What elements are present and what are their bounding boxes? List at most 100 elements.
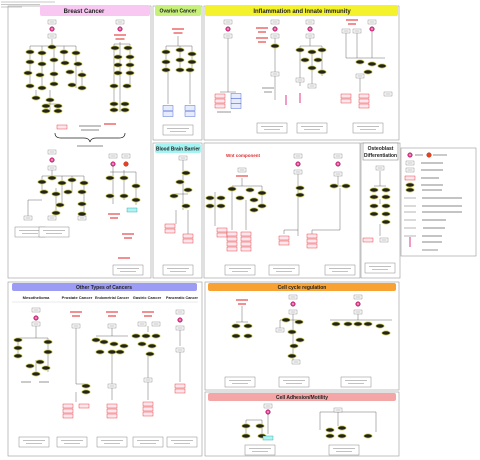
osteoblast-gene-node: [369, 211, 379, 217]
other-cancers-gene-node: [99, 339, 109, 345]
cell-cycle-gene-node: [231, 333, 241, 339]
breast-cancer-header: [40, 5, 150, 16]
breast-cancer-gene-node: [53, 103, 63, 109]
legend-receptor-node: [426, 152, 432, 158]
breast-cancer-gene-node: [77, 189, 87, 195]
inflammation-red-box: [358, 103, 370, 109]
legend-gene-node: [405, 187, 415, 193]
cell-cycle-gene-node: [281, 317, 291, 323]
wnt-component-red-box: [240, 231, 252, 237]
other-cancers-gene-node: [145, 351, 155, 357]
other-cancers-red-box: [106, 408, 118, 414]
breast-cancer-gene-node: [109, 83, 119, 89]
cell-cycle-gene-node: [353, 321, 363, 327]
ovarian-cancer-gene-node: [175, 47, 185, 53]
cell-cycle-gene-node: [243, 333, 253, 339]
other-cancers-red-box: [62, 408, 74, 414]
subsection-pancreatic-cancer: Pancreatic Cancer: [166, 295, 198, 300]
ovarian-cancer-gene-node: [187, 59, 197, 65]
inflammation-gene-node: [307, 65, 317, 71]
inflammation-marker-dot: [274, 28, 276, 30]
wnt-component-gene-node: [329, 183, 339, 189]
breast-cancer-gene-node: [131, 197, 141, 203]
ovarian-cancer-gene-node: [161, 49, 171, 55]
inflammation-marker-dot: [371, 28, 373, 30]
wnt-component-gene-node: [216, 203, 226, 209]
breast-cancer-gene-node: [113, 54, 123, 60]
breast-cancer-red-box: [56, 124, 68, 130]
other-cancers-red-box: [174, 388, 186, 394]
breast-cancer-gene-node: [123, 45, 133, 51]
cell-cycle-marker-dot: [292, 303, 294, 305]
other-cancers-gene-node: [141, 333, 151, 339]
other-cancers-gene-node: [13, 337, 23, 343]
blood-brain-barrier-red-box: [182, 238, 194, 244]
wnt-component-red-box: [226, 246, 238, 252]
inflammation-gene-node: [270, 43, 280, 49]
inflammation-red-box: [340, 93, 352, 99]
cell-cycle-gene-node: [289, 343, 299, 349]
wnt-component-panel: [203, 142, 361, 279]
wnt-component-red-box: [306, 233, 318, 239]
breast-cancer-gene-node: [120, 101, 130, 107]
inflammation-footnote-box: [352, 122, 384, 134]
other-cancers-panel: [7, 281, 203, 457]
subsection-mesothelioma: Mesothelioma: [23, 295, 50, 300]
breast-cancer-gene-node: [77, 211, 87, 217]
breast-cancer-marker-dot: [51, 159, 53, 161]
breast-cancer-title: Breast Cancer: [64, 9, 105, 15]
other-cancers-marker-dot: [179, 319, 181, 321]
wnt-component-gene-node: [205, 203, 215, 209]
inflammation-footnote-box: [256, 122, 288, 134]
breast-cancer-gene-node: [67, 177, 77, 183]
cell-cycle-gene-node: [287, 329, 297, 335]
wnt-component-gene-node: [216, 195, 226, 201]
inflammation-marker-dot: [227, 28, 229, 30]
wnt-component-footnote-box: [324, 264, 356, 276]
breast-cancer-gene-node: [131, 183, 141, 189]
breast-cancer-gene-node: [63, 189, 73, 195]
other-cancers-gene-node: [43, 339, 53, 345]
breast-cancer-gene-node: [49, 81, 59, 87]
breast-cancer-gene-node: [51, 210, 61, 216]
cell-cycle-gene-node: [243, 323, 253, 329]
header-note: [1, 1, 55, 8]
ovarian-cancer-footnote-box: [162, 124, 194, 136]
breast-cancer-gene-node: [122, 83, 132, 89]
breast-cancer-gene-node: [105, 193, 115, 199]
inflammation-footnote-box: [296, 122, 328, 134]
breast-cancer-gene-node: [25, 83, 35, 89]
other-cancers-footnote-box: [18, 436, 50, 448]
other-cancers-gene-node: [35, 359, 45, 365]
cell-cycle-gene-node: [363, 321, 373, 327]
wnt-component-footnote-box: [268, 264, 300, 276]
osteoblast-panel: [360, 142, 401, 279]
other-cancers-footnote-box: [96, 436, 128, 448]
legend-gene-node: [405, 182, 415, 188]
osteoblast-title-line1: Osteoblast: [368, 146, 394, 152]
cell-adhesion-gene-node: [337, 425, 347, 431]
edge-layer: [17, 32, 416, 436]
cell-adhesion-gene-node: [337, 433, 347, 439]
osteoblast-footnote-box: [364, 262, 396, 274]
breast-cancer-gene-node: [73, 61, 83, 67]
osteoblast-header: [362, 142, 399, 161]
cell-adhesion-gene-node: [241, 423, 251, 429]
subsection-gastric-cancer: Gastric Cancer: [133, 295, 162, 300]
blood-brain-barrier-gene-node: [169, 193, 179, 199]
inflammation-gene-node: [355, 59, 365, 65]
other-cancers-gene-node: [13, 353, 23, 359]
osteoblast-gene-node: [369, 194, 379, 200]
other-cancers-gene-node: [151, 333, 161, 339]
wnt-component-gene-node: [249, 207, 259, 213]
osteoblast-gene-node: [381, 219, 391, 225]
breast-cancer-gene-node: [59, 49, 69, 55]
osteoblast-gene-node: [381, 194, 391, 200]
other-cancers-footnote-box: [166, 436, 198, 448]
other-cancers-gene-node: [109, 341, 119, 347]
wnt-component-footnote-box: [224, 264, 256, 276]
breast-cancer-gene-node: [39, 189, 49, 195]
breast-cancer-gene-node: [119, 193, 129, 199]
other-cancers-gene-node: [25, 363, 35, 369]
breast-cancer-gene-node: [55, 202, 65, 208]
